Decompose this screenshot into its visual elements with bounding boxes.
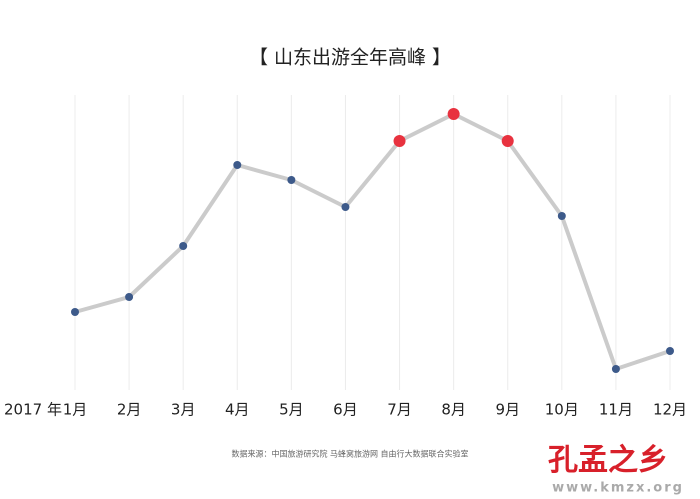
source-note: 数据来源：中国旅游研究院 马蜂窝旅游网 自由行大数据联合实验室 bbox=[231, 449, 468, 459]
data-point bbox=[611, 365, 620, 373]
chart-title: 【 山东出游全年高峰 】 bbox=[249, 47, 451, 69]
data-point bbox=[393, 135, 406, 147]
data-point bbox=[287, 176, 296, 184]
data-point bbox=[557, 212, 566, 220]
x-tick-label: 8月 bbox=[441, 401, 466, 419]
x-tick-label: 3月 bbox=[171, 401, 196, 419]
data-point bbox=[179, 242, 188, 250]
year-label: 2017 年 bbox=[4, 401, 62, 419]
data-point bbox=[501, 135, 514, 147]
data-point bbox=[233, 161, 242, 169]
x-tick-label: 6月 bbox=[333, 401, 358, 419]
data-point bbox=[666, 347, 674, 355]
data-point bbox=[71, 308, 79, 316]
x-tick-label: 5月 bbox=[279, 401, 304, 419]
x-tick-label: 4月 bbox=[225, 401, 250, 419]
x-tick-label: 7月 bbox=[387, 401, 412, 419]
line bbox=[74, 112, 671, 371]
watermark-url: www.kmzx.org bbox=[552, 481, 684, 496]
x-tick-label: 9月 bbox=[495, 401, 520, 419]
x-tick-label: 1月 bbox=[63, 401, 88, 419]
x-tick-label: 2月 bbox=[117, 401, 142, 419]
x-tick-label: 12月 bbox=[653, 401, 687, 419]
data-point bbox=[125, 293, 134, 301]
data-point bbox=[447, 108, 460, 120]
watermark-title: 孔孟之乡 bbox=[548, 443, 668, 478]
x-tick-label: 11月 bbox=[599, 401, 633, 419]
x-tick-label: 10月 bbox=[545, 401, 579, 419]
data-point bbox=[341, 203, 350, 211]
